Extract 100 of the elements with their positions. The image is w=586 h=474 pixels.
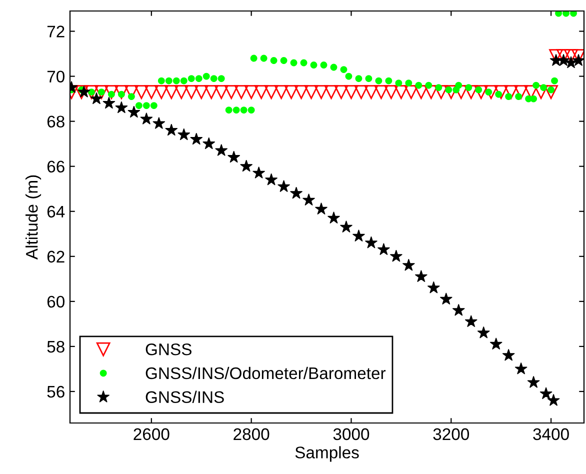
point xyxy=(454,85,468,99)
point xyxy=(374,85,388,99)
point xyxy=(564,56,578,68)
point xyxy=(452,304,465,316)
point xyxy=(340,220,353,233)
point xyxy=(102,96,116,109)
point xyxy=(464,85,478,99)
point xyxy=(190,132,203,145)
x-tick-label: 3200 xyxy=(433,428,470,440)
point xyxy=(314,85,328,99)
point xyxy=(494,85,508,99)
point xyxy=(90,92,103,104)
point xyxy=(304,85,318,99)
point xyxy=(84,85,98,99)
point xyxy=(278,180,290,192)
x-tick-label: 3000 xyxy=(333,428,370,440)
point xyxy=(244,85,258,99)
x-tick-label: 3400 xyxy=(533,428,569,440)
point xyxy=(184,85,198,99)
y-axis-title: Altitude (m) xyxy=(26,175,42,260)
x-tick-label: 2800 xyxy=(234,428,270,440)
point xyxy=(557,54,570,66)
point xyxy=(502,348,515,361)
point xyxy=(240,160,253,172)
point xyxy=(152,116,166,129)
point xyxy=(404,85,418,99)
point xyxy=(414,85,428,99)
legend-label: GNSS xyxy=(146,343,192,356)
point xyxy=(544,85,558,99)
y-tick-label: 60 xyxy=(47,296,64,308)
point xyxy=(128,106,140,118)
point xyxy=(514,362,528,374)
point xyxy=(344,85,358,99)
point xyxy=(390,250,402,262)
point xyxy=(254,85,268,99)
point xyxy=(572,54,584,66)
point xyxy=(140,112,153,124)
point xyxy=(427,281,440,294)
point xyxy=(424,85,438,99)
point xyxy=(194,85,208,99)
point xyxy=(394,85,408,99)
point xyxy=(174,85,188,99)
point xyxy=(290,186,303,199)
point xyxy=(547,394,560,406)
point xyxy=(464,315,478,328)
y-tick-label: 68 xyxy=(47,116,64,128)
point xyxy=(264,85,278,99)
point xyxy=(294,85,308,99)
point xyxy=(165,124,178,136)
point xyxy=(324,85,338,99)
point xyxy=(384,85,398,99)
point xyxy=(224,85,238,99)
point xyxy=(414,270,428,282)
point xyxy=(352,230,366,242)
point xyxy=(94,85,108,99)
point xyxy=(474,85,488,99)
y-tick-label: 66 xyxy=(47,160,64,173)
x-axis-title: Samples xyxy=(295,446,359,462)
point xyxy=(402,258,415,271)
point xyxy=(74,85,88,99)
point xyxy=(164,85,178,99)
point xyxy=(504,85,518,99)
point xyxy=(527,376,540,388)
point xyxy=(114,85,128,99)
point xyxy=(78,85,90,98)
legend-label: GNSS/INS xyxy=(146,390,224,404)
point xyxy=(354,85,368,99)
point xyxy=(215,144,228,156)
legend-label: GNSS/INS/Odometer/Barometer xyxy=(146,366,386,380)
point xyxy=(274,85,288,99)
point xyxy=(265,173,278,186)
y-tick-label: 56 xyxy=(47,386,64,398)
point xyxy=(327,212,340,224)
point xyxy=(364,85,378,99)
point xyxy=(364,236,378,248)
point xyxy=(178,128,190,140)
point xyxy=(334,85,348,99)
y-tick-label: 62 xyxy=(47,250,64,263)
point xyxy=(104,85,118,99)
point xyxy=(202,137,216,150)
point xyxy=(490,338,502,350)
point xyxy=(228,150,240,163)
y-tick-label: 58 xyxy=(47,340,64,353)
point xyxy=(214,85,228,99)
point xyxy=(434,85,448,99)
point xyxy=(154,85,168,99)
point xyxy=(484,85,498,99)
point xyxy=(477,326,490,338)
point xyxy=(204,85,218,99)
point xyxy=(377,243,390,256)
point xyxy=(514,85,528,99)
point xyxy=(284,85,298,99)
point xyxy=(534,85,548,99)
y-tick-label: 70 xyxy=(47,70,64,82)
y-tick-label: 72 xyxy=(47,26,64,38)
point xyxy=(540,387,552,400)
y-tick-label: 64 xyxy=(47,206,65,218)
point xyxy=(252,166,266,179)
point xyxy=(115,101,128,114)
point xyxy=(302,194,316,206)
